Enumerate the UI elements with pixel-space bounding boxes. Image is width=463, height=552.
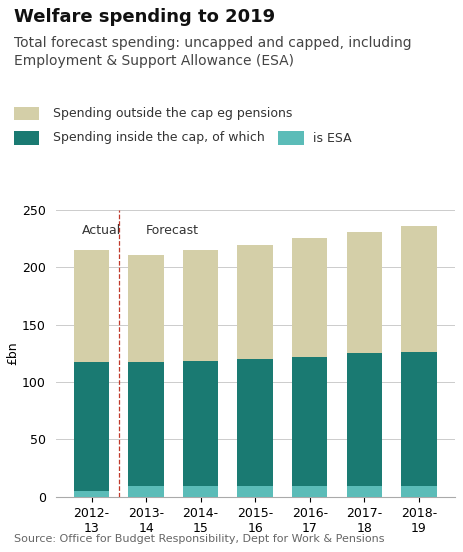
Bar	[237, 359, 272, 486]
Bar	[128, 254, 163, 363]
Bar	[291, 238, 327, 357]
Bar	[74, 363, 109, 491]
Text: Spending inside the cap, of which: Spending inside the cap, of which	[53, 131, 264, 145]
Bar	[182, 362, 218, 486]
Bar	[74, 491, 109, 497]
Text: Spending outside the cap eg pensions: Spending outside the cap eg pensions	[53, 107, 292, 120]
Bar	[291, 357, 327, 486]
Bar	[346, 486, 381, 497]
Text: Forecast: Forecast	[146, 224, 199, 237]
Bar	[237, 245, 272, 359]
Bar	[400, 486, 436, 497]
Bar	[400, 352, 436, 486]
Text: Source: Office for Budget Responsibility, Dept for Work & Pensions: Source: Office for Budget Responsibility…	[14, 534, 383, 544]
Bar	[400, 226, 436, 352]
Text: Total forecast spending: uncapped and capped, including
Employment & Support All: Total forecast spending: uncapped and ca…	[14, 36, 411, 68]
Bar	[182, 250, 218, 362]
Bar	[237, 486, 272, 497]
Bar	[291, 486, 327, 497]
Bar	[74, 250, 109, 363]
Bar	[182, 486, 218, 497]
Bar	[128, 363, 163, 486]
Bar	[346, 232, 381, 353]
Y-axis label: £bn: £bn	[6, 342, 19, 365]
Bar	[346, 353, 381, 486]
Text: Welfare spending to 2019: Welfare spending to 2019	[14, 8, 275, 26]
Text: Actual: Actual	[81, 224, 121, 237]
Text: is ESA: is ESA	[313, 131, 351, 145]
Bar	[128, 486, 163, 497]
